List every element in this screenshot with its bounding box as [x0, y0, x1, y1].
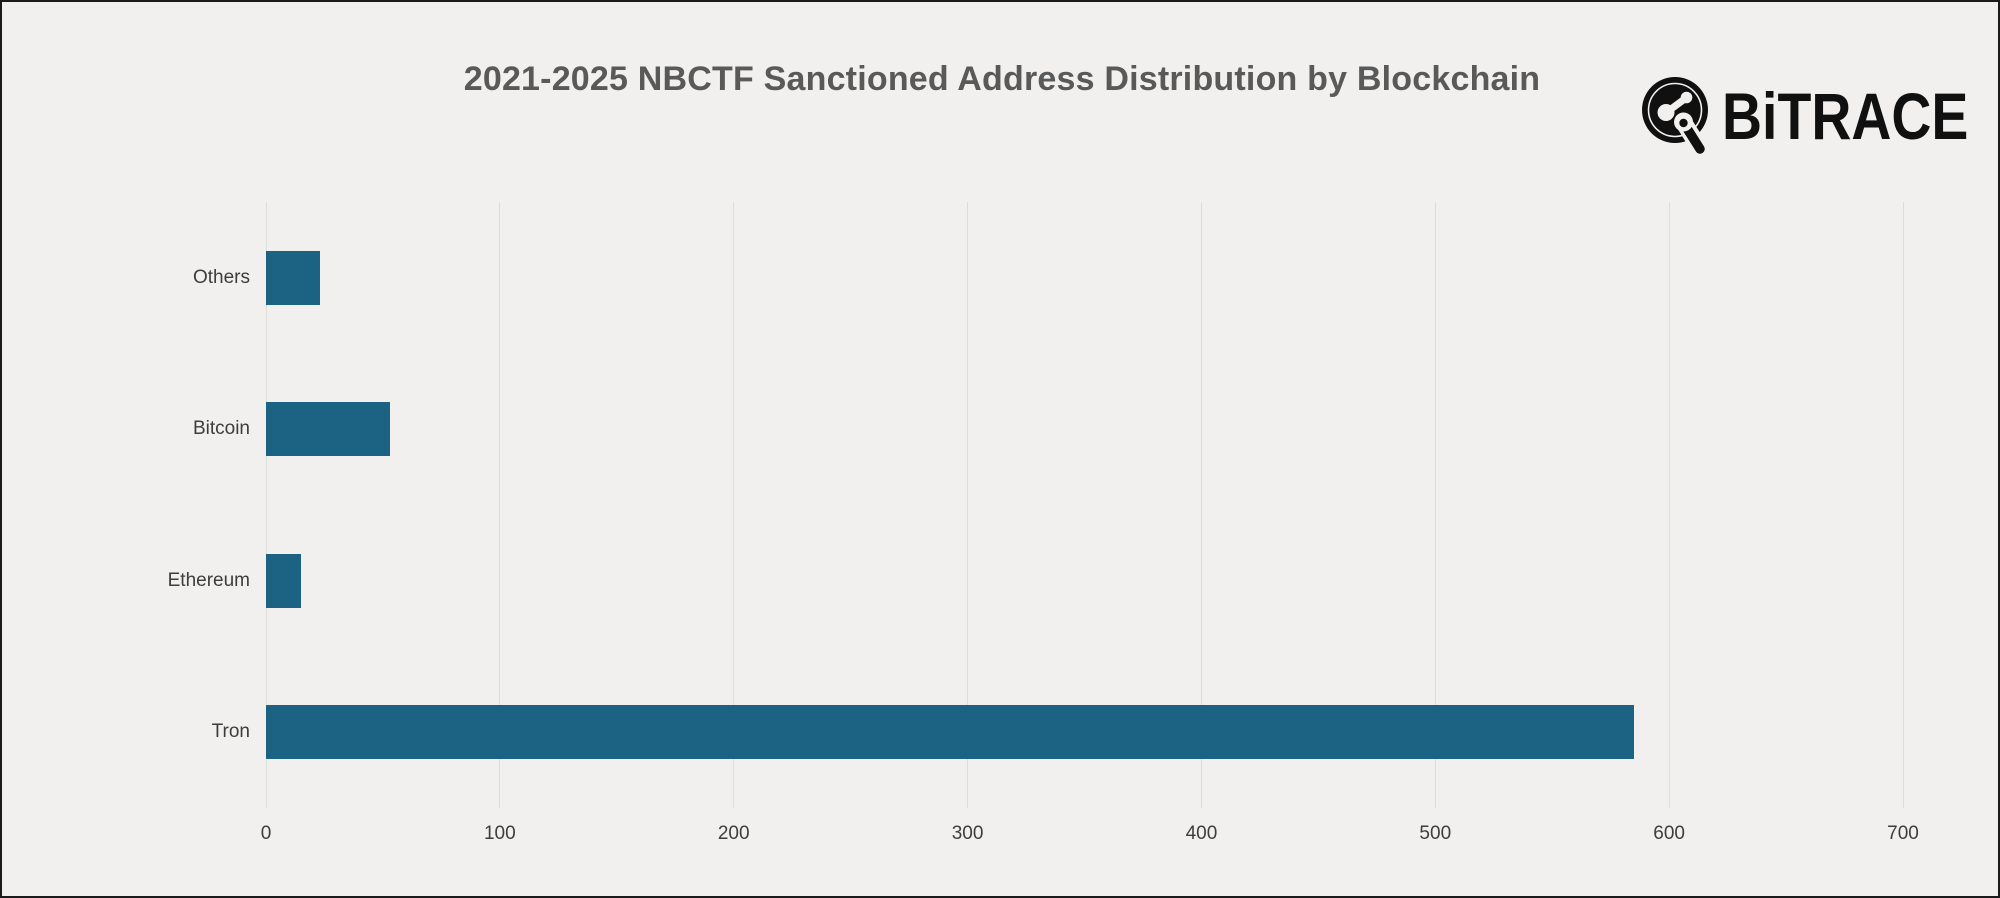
x-tick-label-400: 400: [1185, 823, 1218, 844]
bar-row-others: Others: [193, 202, 1903, 354]
gridline-x-200: [733, 202, 735, 808]
bitrace-network-icon: [1642, 77, 1710, 161]
bitrace-logo: BiTRACE: [1640, 70, 1998, 162]
gridline-x-600: [1668, 202, 1670, 808]
gridline-x-100: [499, 202, 501, 808]
x-tick-label-600: 600: [1653, 823, 1685, 844]
x-tick-label-300: 300: [951, 823, 984, 844]
gridline-x-500: [1434, 202, 1436, 808]
bar-row-ethereum: Ethereum: [168, 505, 1903, 657]
category-label-bitcoin: Bitcoin: [192, 418, 250, 440]
category-label-others: Others: [192, 266, 250, 288]
chart-title: 2021-2025 NBCTF Sanctioned Address Distr…: [463, 60, 1541, 98]
bar-bitcoin: [266, 402, 390, 457]
x-tick-label-700: 700: [1887, 823, 1919, 844]
bitrace-logo-text: BiTRACE: [1722, 83, 1968, 149]
gridline-x-300: [967, 202, 969, 808]
logo-letter-b: B: [1722, 79, 1763, 153]
category-label-tron: Tron: [211, 721, 250, 743]
gridline-x-0: [265, 202, 267, 808]
bar-others: [266, 250, 320, 305]
bar-ethereum: [266, 553, 302, 608]
x-tick-label-0: 0: [260, 823, 272, 844]
bar-tron: [266, 705, 1635, 760]
gridline-x-700: [1902, 202, 1904, 808]
x-tick-label-100: 100: [483, 823, 516, 844]
x-tick-label-500: 500: [1419, 823, 1452, 844]
logo-letter-i: i: [1762, 79, 1778, 153]
bar-row-tron: Tron: [212, 657, 1903, 809]
category-label-ethereum: Ethereum: [167, 569, 250, 591]
plot-area: 0 100 200 300 400 500 600 700 Others Bitcoin Ether…: [168, 202, 1919, 844]
x-tick-label-200: 200: [717, 823, 750, 844]
bar-row-bitcoin: Bitcoin: [193, 354, 1903, 506]
gridline-x-400: [1200, 202, 1202, 808]
logo-letters-rest: TRACE: [1777, 79, 1969, 153]
